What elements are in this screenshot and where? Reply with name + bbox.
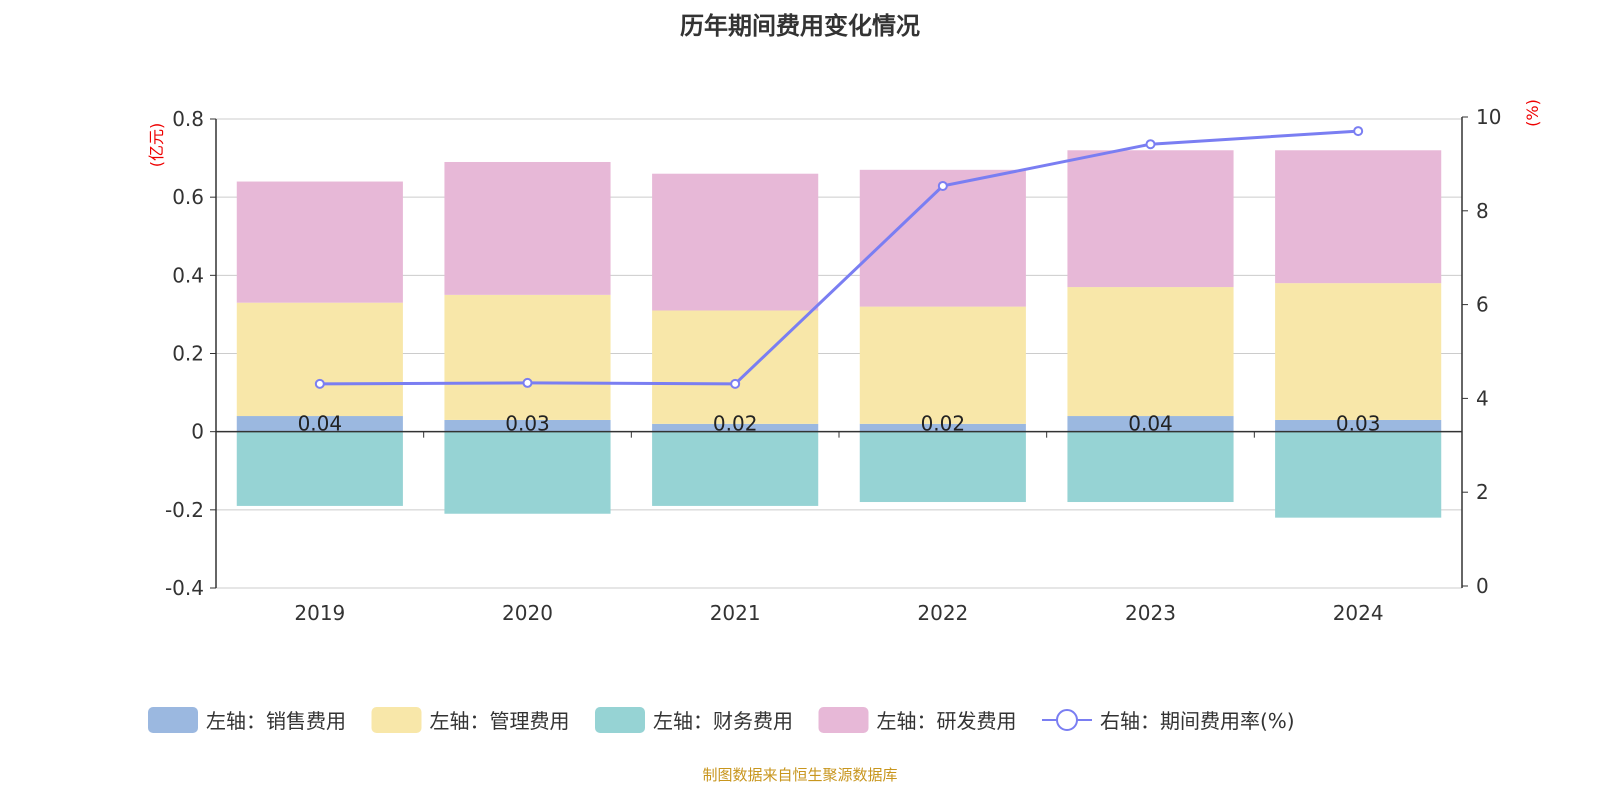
bar-0-2024 xyxy=(1275,419,1442,432)
x-tick-label: 2021 xyxy=(710,601,761,625)
right-tick-label: 2 xyxy=(1476,480,1489,504)
rate-point xyxy=(730,378,741,389)
bar-finance-2023 xyxy=(1067,431,1234,503)
legend-item-label: 左轴：销售费用 xyxy=(206,709,346,733)
chart-title: 历年期间费用变化情况 xyxy=(680,12,920,40)
legend-item-label: 左轴：财务费用 xyxy=(653,709,793,733)
rate-point xyxy=(522,377,533,388)
bar-0-2022 xyxy=(859,423,1026,432)
left-axis-label: (亿元) xyxy=(147,123,166,168)
bar-finance-2021 xyxy=(652,431,819,506)
left-tick-label: 0.4 xyxy=(172,263,204,287)
chart-svg: -0.4-0.200.20.40.60.80246810(亿元)(%)0.042… xyxy=(147,99,1542,733)
bar-finance-2019 xyxy=(236,431,403,506)
left-tick-label: 0.6 xyxy=(172,185,204,209)
right-tick-label: 0 xyxy=(1476,574,1489,598)
bar-1-2022 xyxy=(859,306,1026,424)
bar-0-2021 xyxy=(652,423,819,432)
left-tick-label: -0.4 xyxy=(165,576,204,600)
x-tick-label: 2024 xyxy=(1333,601,1384,625)
bar-finance-2022 xyxy=(859,431,1026,503)
bar-0-2019 xyxy=(236,416,403,432)
bar-1-2024 xyxy=(1275,283,1442,420)
bar-3-2024 xyxy=(1275,150,1442,284)
bar-finance-2024 xyxy=(1275,431,1442,518)
bar-1-2023 xyxy=(1067,287,1234,417)
legend-item-label: 左轴：研发费用 xyxy=(877,709,1017,733)
legend-circle-icon xyxy=(1056,709,1078,731)
right-tick-label: 8 xyxy=(1476,199,1489,223)
rate-line xyxy=(319,129,1359,386)
rate-point xyxy=(1353,126,1364,137)
bar-3-2021 xyxy=(652,173,819,311)
left-tick-label: 0.2 xyxy=(172,342,204,366)
left-tick-label: -0.2 xyxy=(165,498,204,522)
x-tick-label: 2019 xyxy=(294,601,345,625)
bar-finance-2020 xyxy=(444,431,611,514)
legend-swatch xyxy=(818,707,869,733)
right-tick-label: 4 xyxy=(1476,386,1489,410)
rate-point xyxy=(937,180,948,191)
left-tick-label: 0.8 xyxy=(172,107,204,131)
rate-point xyxy=(314,378,325,389)
bar-0-2023 xyxy=(1067,416,1234,432)
legend-item-label: 左轴：管理费用 xyxy=(430,709,570,733)
rate-point xyxy=(1145,139,1156,150)
bar-3-2019 xyxy=(236,181,403,303)
legend-item-label: 右轴：期间费用率(%) xyxy=(1100,709,1295,733)
bar-3-2023 xyxy=(1067,150,1234,288)
legend-swatch xyxy=(371,707,422,733)
x-tick-label: 2022 xyxy=(917,601,968,625)
bar-1-2019 xyxy=(236,302,403,417)
bar-1-2020 xyxy=(444,294,611,420)
right-tick-label: 6 xyxy=(1476,293,1489,317)
legend-swatch xyxy=(148,707,198,733)
bar-3-2020 xyxy=(444,161,611,295)
data-source-note: 制图数据来自恒生聚源数据库 xyxy=(702,766,898,784)
right-tick-label: 10 xyxy=(1476,105,1501,129)
legend-swatch xyxy=(595,707,645,733)
x-tick-label: 2020 xyxy=(502,601,553,625)
x-tick-label: 2023 xyxy=(1125,601,1176,625)
right-axis-label: (%) xyxy=(1523,99,1542,127)
bar-0-2020 xyxy=(444,419,611,432)
left-tick-label: 0 xyxy=(191,420,204,444)
